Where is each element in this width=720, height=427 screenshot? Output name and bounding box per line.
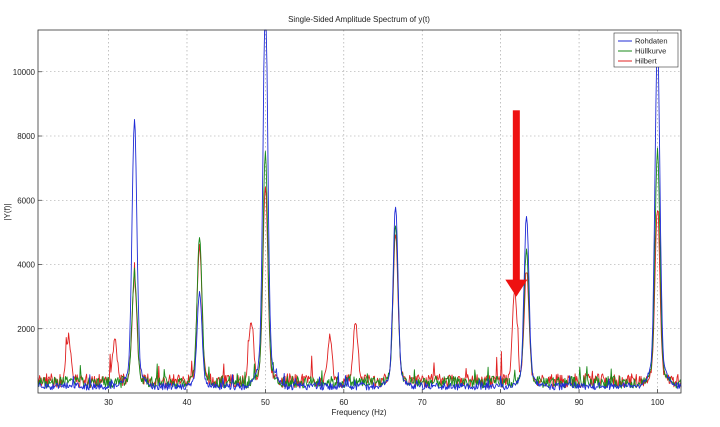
- y-axis-label: |Y(f)|: [3, 203, 12, 220]
- series-line-0: [37, 29, 682, 391]
- x-tick-labels: 30 40 50 60 70 80 90 100: [104, 389, 665, 407]
- x-axis-label: Frequency (Hz): [331, 408, 386, 417]
- x-tick-label: 100: [651, 398, 665, 407]
- y-tick-label: 4000: [17, 261, 35, 270]
- x-tick-label: 60: [339, 398, 348, 407]
- plot-frame: [37, 29, 682, 394]
- legend-label: Rohdaten: [635, 37, 668, 46]
- x-tick-label: 50: [261, 398, 270, 407]
- grid: [38, 30, 681, 393]
- x-tick-label: 40: [183, 398, 192, 407]
- arrow-head: [505, 279, 528, 297]
- series-line-2: [37, 186, 682, 389]
- arrow-shaft: [512, 110, 520, 281]
- legend-label: Hüllkurve: [635, 47, 666, 56]
- plot-area: [38, 30, 681, 393]
- chart-title: Single-Sided Amplitude Spectrum of y(t): [288, 15, 430, 24]
- legend-label: Hilbert: [635, 57, 658, 66]
- series-layer: [37, 29, 682, 391]
- y-tick-label: 8000: [17, 132, 35, 141]
- y-tick-label: 10000: [13, 68, 36, 77]
- x-tick-label: 90: [575, 398, 584, 407]
- y-tick-label: 2000: [17, 325, 35, 334]
- y-tick-label: 6000: [17, 196, 35, 205]
- x-tick-label: 70: [418, 398, 427, 407]
- x-tick-label: 30: [104, 398, 113, 407]
- x-tick-label: 80: [496, 398, 505, 407]
- series-line-1: [37, 147, 682, 389]
- annotation-arrow: [505, 110, 528, 297]
- y-tick-labels: 2000 4000 6000 8000 10000: [13, 68, 42, 334]
